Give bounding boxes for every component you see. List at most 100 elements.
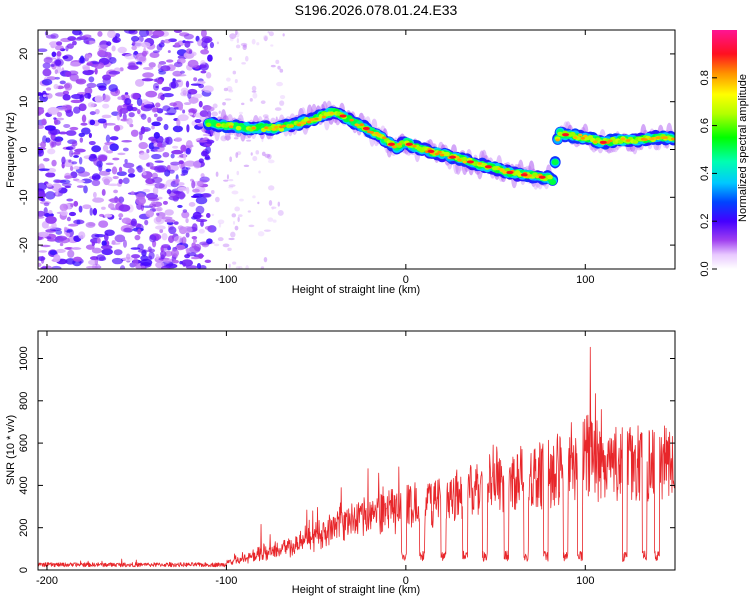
spectrogram-noise-blob <box>92 61 100 65</box>
spectrogram-noise-blob <box>192 238 197 243</box>
spectrogram-noise-blob <box>200 49 210 55</box>
spectrogram-noise-blob <box>139 132 143 141</box>
spectrogram-noise-blob <box>55 187 59 196</box>
spectrogram-ridge-cell <box>412 144 417 148</box>
spectrogram-noise-blob <box>73 165 80 170</box>
spectrogram-noise-blob <box>66 216 71 222</box>
spectrogram-noise-blob <box>188 96 199 104</box>
spectrogram-noise-blob <box>206 238 213 245</box>
snr-x-tick-label: 0 <box>403 575 409 587</box>
spectrogram-ridge-cell <box>251 126 256 130</box>
spectrogram-noise-blob <box>140 113 147 120</box>
spectrogram-noise-blob <box>127 167 135 174</box>
spectrogram-noise-blob <box>195 196 208 205</box>
spectrogram-noise-blob <box>78 157 83 165</box>
spectrogram-noise-blob <box>190 195 200 199</box>
spectrogram-noise-blob <box>51 159 57 167</box>
spectrogram-noise-blob <box>47 107 60 115</box>
spectrogram-ridge <box>202 100 675 190</box>
spectrogram-noise-blob <box>174 42 180 47</box>
spectrogram-ridge-cell <box>329 111 334 115</box>
spectrogram-noise-blob <box>156 206 163 212</box>
spectrogram-peak <box>405 142 413 146</box>
spectrogram-noise-blob <box>174 178 179 185</box>
spectrogram-noise-blob <box>228 237 235 241</box>
spectrogram-noise <box>38 30 286 269</box>
spectrogram-noise-blob <box>272 219 277 223</box>
spectrogram-noise-blob <box>111 45 116 52</box>
spectrogram-noise-blob <box>59 203 69 212</box>
spectrogram-noise-blob <box>78 231 86 239</box>
spectrogram-noise-blob <box>71 94 83 100</box>
spectrogram-noise-blob <box>41 221 49 229</box>
spectrogram-noise-blob <box>56 41 63 46</box>
spectrogram-noise-blob <box>102 74 112 81</box>
spectrogram-noise-blob <box>153 82 160 91</box>
spectrogram-noise-blob <box>70 203 74 208</box>
spectrogram-noise-blob <box>264 153 271 158</box>
spectrogram-noise-blob <box>193 77 198 82</box>
spectrogram-ridge-cell <box>397 142 402 146</box>
spectrogram-noise-blob <box>231 213 237 218</box>
spectrogram-noise-blob <box>149 52 160 59</box>
spectrogram-noise-blob <box>70 99 83 104</box>
spectrogram-noise-blob <box>267 159 275 164</box>
spectrogram-noise-blob <box>76 219 81 225</box>
spectrogram-noise-blob <box>241 102 245 106</box>
spectrogram-noise-blob <box>172 80 182 83</box>
spectrogram-noise-blob <box>101 176 113 183</box>
spectrogram-noise-blob <box>97 49 106 57</box>
spectrogram-ridge-cell <box>655 136 661 140</box>
spectrogram-noise-blob <box>112 157 120 161</box>
spectrogram-noise-blob <box>107 30 116 39</box>
spectrogram-ridge-cell <box>354 123 359 127</box>
spectrogram-noise-blob <box>199 264 207 269</box>
colorbar-tick-label: 0.8 <box>699 70 711 85</box>
spectrogram-noise-blob <box>140 41 151 48</box>
spectrogram-noise-blob <box>51 141 57 148</box>
spectrogram-noise-blob <box>251 38 256 45</box>
spectrogram-noise-blob <box>131 35 140 42</box>
spectrogram-noise-blob <box>238 111 243 115</box>
spectrogram-noise-blob <box>132 40 136 46</box>
spectrogram-noise-blob <box>159 228 164 234</box>
spectrogram-noise-blob <box>92 208 98 216</box>
spectrogram-noise-blob <box>111 36 121 44</box>
spectrogram-noise-blob <box>142 171 147 176</box>
spectrogram-ridge-cell <box>477 162 482 165</box>
spectrogram-noise-blob <box>260 100 266 104</box>
spectrogram-ridge-cell <box>583 134 588 138</box>
spectrogram-noise-blob <box>116 171 127 177</box>
spectrogram-noise-blob <box>164 137 170 144</box>
spectrogram-noise-blob <box>130 247 141 250</box>
spectrogram-noise-blob <box>85 69 95 73</box>
spectrogram-noise-blob <box>124 97 132 106</box>
spectrogram-noise-blob <box>79 137 84 143</box>
spectrogram-x-tick-label: -200 <box>36 274 58 286</box>
spectrogram-noise-blob <box>43 56 53 64</box>
spectrogram-ridge-cell <box>374 131 379 135</box>
spectrogram-noise-blob <box>191 242 197 249</box>
spectrogram-noise-blob <box>151 146 160 150</box>
spectrogram-noise-blob <box>214 196 220 203</box>
spectrogram-noise-blob <box>217 219 225 225</box>
spectrogram-noise-blob <box>67 223 79 227</box>
spectrogram-x-tick-label: 100 <box>576 274 594 286</box>
spectrogram-noise-blob <box>118 213 124 218</box>
spectrogram-x-tick-label: 0 <box>403 274 409 286</box>
spectrogram-noise-blob <box>97 118 107 124</box>
spectrogram-noise-blob <box>183 102 192 106</box>
spectrogram-noise-blob <box>157 196 163 200</box>
spectrogram-ridge-cell <box>620 137 626 141</box>
spectrogram-noise-blob <box>104 229 115 236</box>
spectrogram-noise-blob <box>56 111 63 118</box>
spectrogram-ridge-cell <box>289 124 294 128</box>
spectrogram-noise-blob <box>236 38 239 44</box>
spectrogram-noise-blob <box>228 179 234 182</box>
spectrogram-noise-blob <box>196 140 208 143</box>
spectrogram-noise-blob <box>73 200 79 207</box>
spectrogram-noise-blob <box>51 183 62 192</box>
spectrogram-noise-blob <box>46 87 52 91</box>
spectrogram-ridge-cell <box>349 118 354 122</box>
spectrogram-noise-blob <box>189 144 194 148</box>
